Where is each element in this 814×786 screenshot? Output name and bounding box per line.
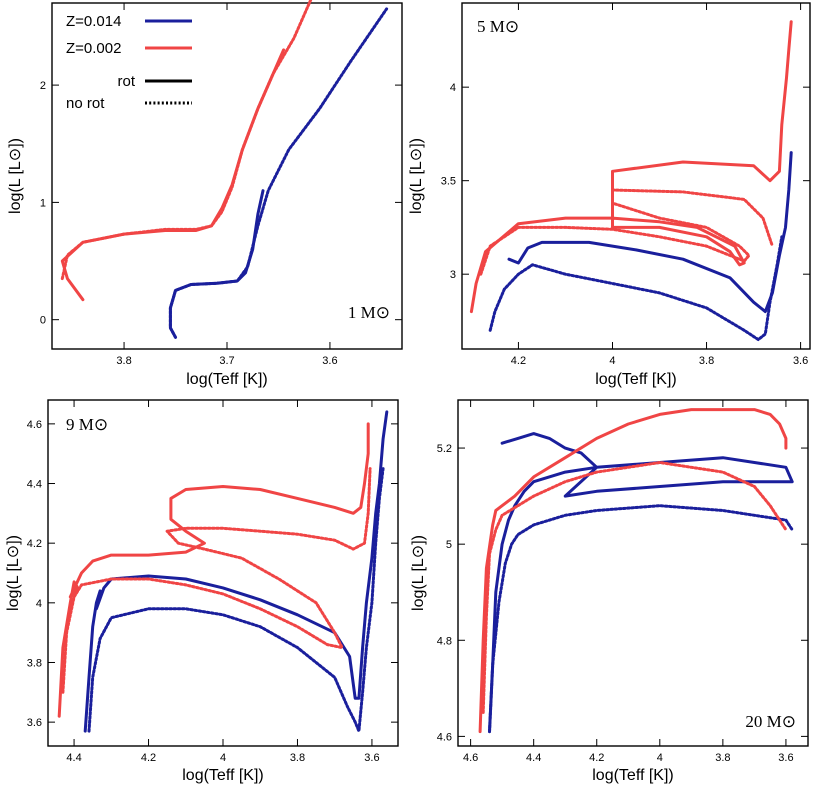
plot-frame [47,399,399,747]
x-tick-label: 4.4 [66,752,81,764]
x-tick-label: 4 [220,752,226,764]
track-lines [469,20,793,342]
x-tick-label: 3.6 [793,355,808,367]
y-tick-label: 4.2 [27,538,42,550]
x-axis-label: log(Teff [K]) [595,371,677,388]
panel-5msun: 4.2 4 3.8 3.6 3 3.5 4 5 M⊙ log(Teff [K]) log(L… [408,2,811,388]
panel-mass-label: 20 M⊙ [745,712,796,731]
y-tick-label: 4.8 [437,635,452,647]
legend: Z=0.014 Z=0.002 rot no rot [66,13,192,112]
y-tick-label: 1 [40,197,46,209]
x-tick-label: 3.8 [699,355,714,367]
track-z0002-norot [479,188,774,276]
x-tick-label: 3.8 [290,752,305,764]
x-tick-label: 4.2 [141,752,156,764]
panel-mass-label: 9 M⊙ [66,415,108,434]
y-tick-label: 4.6 [27,419,42,431]
track-z0002-rot [60,48,286,302]
x-tick-label: 3.8 [116,355,131,367]
track-z0002-norot [481,461,788,714]
panel-mass-label: 5 M⊙ [477,17,519,36]
x-tick-label: 4 [657,752,663,764]
panel-1msun: 3.8 3.7 3.6 0 1 2 1 M⊙ log(Teff [K]) log(L [L… [7,0,403,388]
axis-ticks: 4.4 4.2 4 3.8 3.6 3.6 3.8 4 4.2 4.4 4.6 [27,400,398,764]
y-tick-label: 3.8 [27,657,42,669]
track-z0002-norot [60,0,313,281]
y-axis-label: log(L [L⊙]) [410,535,427,611]
y-tick-label: 5 [446,539,452,551]
y-tick-label: 4.4 [27,479,42,491]
legend-z-low-label: Z=0.002 [66,40,121,57]
track-z0014-rot [507,151,793,314]
x-tick-label: 4.6 [463,752,478,764]
axis-ticks: 3.8 3.7 3.6 0 1 2 [40,3,402,367]
x-tick-label: 4.4 [526,752,541,764]
track-z0014-rot [488,432,794,734]
track-lines [478,408,794,734]
y-tick-label: 0 [40,315,46,327]
panel-9msun: 4.4 4.2 4 3.8 3.6 3.6 3.8 4 4.2 4.4 4.6 9 M⊙ log(T… [5,399,399,784]
y-tick-label: 5.2 [437,443,452,455]
axis-ticks: 4.6 4.4 4.2 4 3.8 3.6 4.6 4.8 5 5.2 [437,400,808,764]
y-tick-label: 2 [40,80,46,92]
legend-rot-label: rot [117,73,135,90]
x-tick-label: 4.2 [511,355,526,367]
legend-z-solar-label: Z=0.014 [66,13,121,30]
y-axis-label: log(L [L⊙]) [7,138,24,214]
y-tick-label: 3 [450,269,456,281]
track-lines [60,0,389,339]
track-z0014-norot [168,7,389,339]
legend-norot-label: no rot [66,95,105,112]
track-z0014-rot [83,410,389,733]
plot-frame [457,399,809,747]
x-tick-label: 3.6 [364,752,379,764]
track-z0014-norot [488,235,784,342]
track-z0002-rot [469,20,793,314]
track-z0014-norot [87,467,385,733]
y-axis-label: log(L [L⊙]) [408,138,425,214]
x-tick-label: 4.2 [589,752,604,764]
panel-20msun: 4.6 4.4 4.2 4 3.8 3.6 4.6 4.8 5 5.2 20 M⊙ log(Tef… [410,399,809,784]
x-tick-label: 3.6 [322,355,337,367]
x-tick-label: 3.6 [778,752,793,764]
x-axis-label: log(Teff [K]) [182,767,264,784]
track-lines [57,410,389,733]
plot-frame [461,2,811,350]
y-tick-label: 4.6 [437,731,452,743]
y-axis-label: log(L [L⊙]) [5,535,22,611]
y-tick-label: 3.5 [441,176,456,188]
y-tick-label: 4 [450,82,456,94]
y-tick-label: 4 [36,598,42,610]
track-z0002-rot [57,422,370,718]
x-axis-label: log(Teff [K]) [592,767,674,784]
x-tick-label: 3.8 [715,752,730,764]
track-z0002-norot [61,467,372,694]
x-tick-label: 3.7 [219,355,234,367]
track-z0014-norot [488,504,794,734]
track-z0002-rot [478,408,788,734]
x-tick-label: 4 [609,355,615,367]
axis-ticks: 4.2 4 3.8 3.6 3 3.5 4 [441,3,810,367]
x-axis-label: log(Teff [K]) [186,371,268,388]
panel-mass-label: 1 M⊙ [348,303,390,322]
y-tick-label: 3.6 [27,717,42,729]
